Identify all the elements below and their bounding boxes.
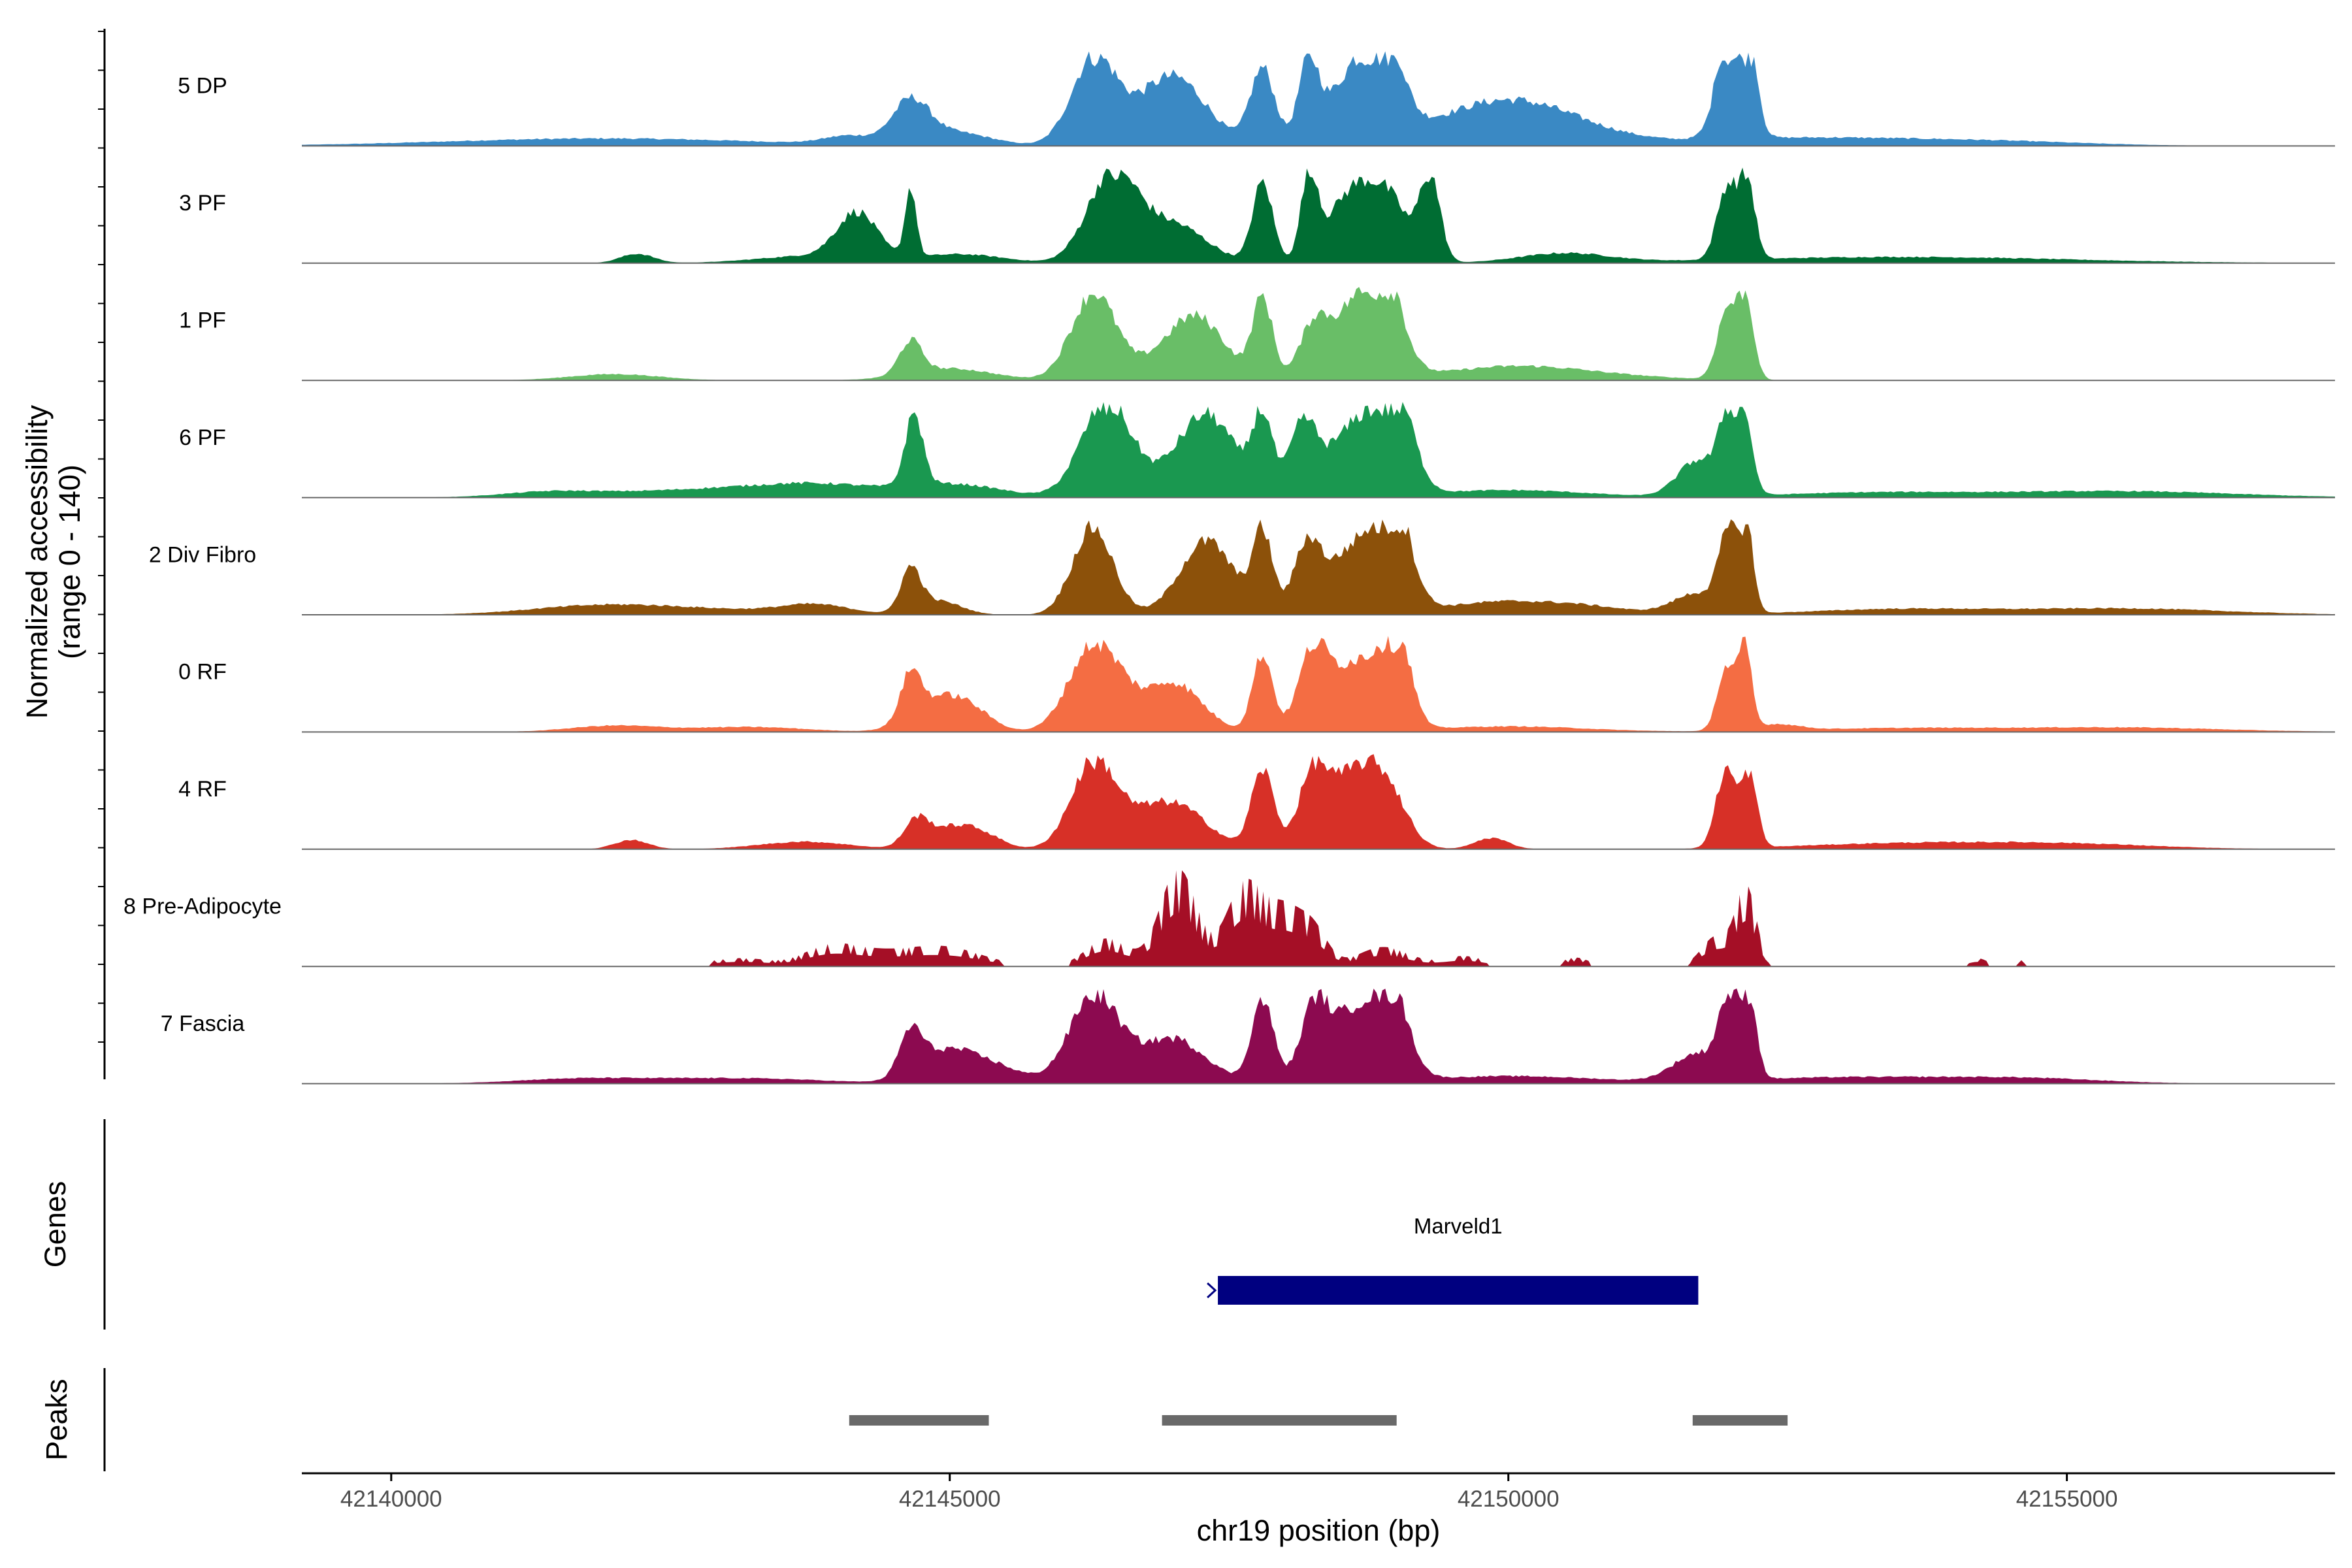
track-label: 8 Pre-Adipocyte: [123, 894, 282, 919]
track-label: 4 RF: [178, 777, 227, 802]
track-label: 1 PF: [179, 308, 226, 333]
track-label: 2 Div Fibro: [149, 542, 256, 567]
coverage-area: [302, 287, 2335, 381]
y-axis-ticks: [98, 31, 105, 1043]
gene-marveld1: Marveld1: [1207, 1214, 1699, 1305]
y-axis-title-line1: Normalized accessibility: [20, 404, 54, 719]
peak-region: [1162, 1415, 1397, 1426]
track-0-rf: 0 RF: [178, 636, 2335, 733]
coverage-area: [302, 754, 2335, 849]
genes-track-title: Genes: [39, 1181, 72, 1268]
genes-track: Marveld1: [1207, 1214, 1699, 1305]
peak-region: [849, 1415, 989, 1426]
x-tick-label: 42155000: [2016, 1486, 2118, 1512]
coverage-area: [302, 519, 2335, 615]
coverage-area: [302, 636, 2335, 732]
track-label: 7 Fascia: [161, 1011, 245, 1036]
y-axis-title: Normalized accessibility (range 0 - 140): [20, 404, 86, 719]
coverage-area: [302, 402, 2335, 498]
track-6-pf: 6 PF: [179, 402, 2335, 498]
x-axis-ticks: 42140000 42145000 42150000 42155000: [340, 1473, 2118, 1512]
track-1-pf: 1 PF: [179, 287, 2335, 382]
peak-region: [1692, 1415, 1788, 1426]
gene-strand-arrow: [1207, 1282, 1217, 1299]
coverage-area: [302, 51, 2335, 146]
peaks-track: [849, 1415, 1788, 1426]
track-label: 5 DP: [178, 74, 227, 99]
peaks-track-title: Peaks: [40, 1379, 73, 1460]
track-8-pre-adipocyte: 8 Pre-Adipocyte: [123, 870, 2335, 968]
coverage-area: [302, 988, 2335, 1084]
x-tick-label: 42145000: [899, 1486, 1001, 1512]
coverage-area: [302, 167, 2335, 263]
track-label: 3 PF: [179, 191, 226, 216]
track-label: 0 RF: [178, 660, 227, 685]
coverage-tracks: 5 DP 3 PF 1 PF 6 PF 2 Div Fibro 0 RF 4 RF 8 Pre…: [123, 51, 2335, 1085]
track-5-dp: 5 DP: [178, 51, 2335, 147]
x-tick-label: 42140000: [340, 1486, 442, 1512]
x-axis-title: chr19 position (bp): [1197, 1514, 1441, 1547]
track-7-fascia: 7 Fascia: [161, 988, 2335, 1085]
track-3-pf: 3 PF: [179, 167, 2335, 264]
gene-body: [1218, 1276, 1699, 1305]
y-axis-title-line2: (range 0 - 140): [53, 465, 86, 659]
x-tick-label: 42150000: [1458, 1486, 1560, 1512]
track-2-div-fibro: 2 Div Fibro: [149, 519, 2335, 615]
track-4-rf: 4 RF: [178, 754, 2335, 850]
gene-label: Marveld1: [1414, 1214, 1503, 1238]
track-label: 6 PF: [179, 425, 226, 450]
coverage-area: [302, 870, 2335, 967]
